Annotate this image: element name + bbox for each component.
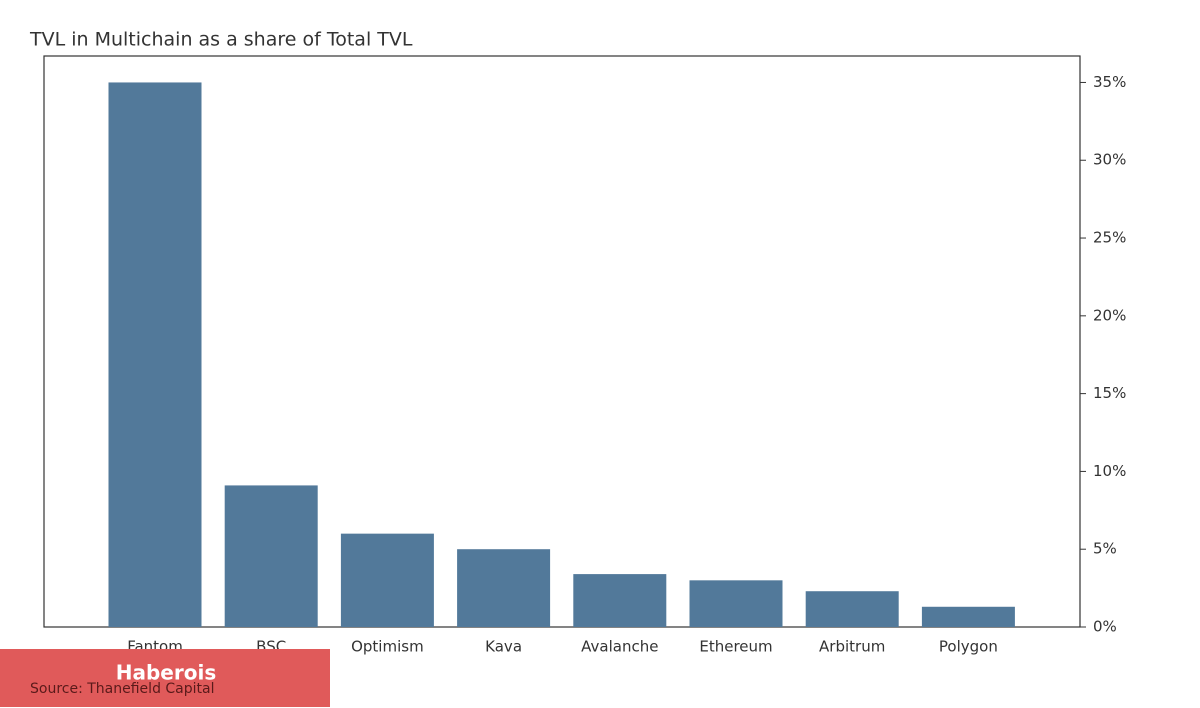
bar [108,82,202,628]
overlay-box [0,649,330,707]
x-tick-label: Avalanche [581,638,658,656]
source: Source: Thanefield Capital [30,681,215,697]
x-tick-label: Ethereum [699,638,772,656]
y-tick-label: 25% [1093,229,1126,247]
x-tick-label: Kava [485,638,522,656]
y-tick-label: 30% [1093,151,1126,169]
y-tick-label: 15% [1093,384,1126,402]
bar [457,549,551,627]
bar [224,485,318,627]
plot-frame [43,55,1081,628]
bar [573,574,667,627]
x-tick-label: Optimism [351,638,424,656]
bar [921,606,1015,627]
bar [340,533,434,627]
y-tick-label: 10% [1093,462,1126,480]
x-tick-label: Arbitrum [819,638,885,656]
y-tick-label: 0% [1093,618,1117,636]
y-tick-label: 20% [1093,306,1126,324]
chart-title: TVL in Multichain as a share of Total TV… [29,29,413,51]
overlay-text: Haberois [116,661,216,685]
y-tick-label: 5% [1093,540,1117,558]
bar [805,591,899,627]
bar [689,580,783,627]
y-tick-label: 35% [1093,73,1126,91]
x-tick-label: Polygon [939,638,998,656]
